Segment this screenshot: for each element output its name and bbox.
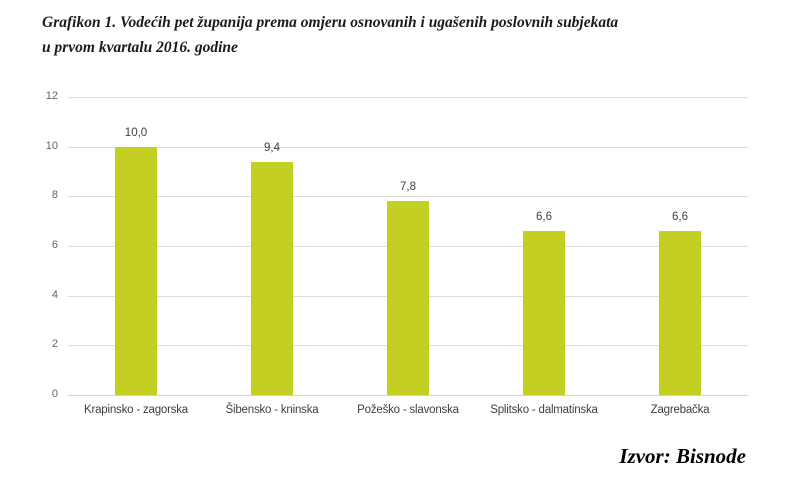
x-category-label: Požeško - slavonska xyxy=(357,404,459,416)
chart-title: Grafikon 1. Vodećih pet županija prema o… xyxy=(42,10,742,60)
bar xyxy=(523,231,565,395)
x-category-label: Krapinsko - zagorska xyxy=(83,404,189,416)
y-tick-label: 8 xyxy=(51,189,58,202)
bar-value-label: 10,0 xyxy=(124,126,148,139)
bar-value-label: 7,8 xyxy=(400,181,416,194)
bar-value-label: 6,6 xyxy=(672,211,688,224)
x-category-label: Splitsko - dalmatinska xyxy=(490,404,598,416)
y-tick-label: 4 xyxy=(51,288,58,301)
gridline xyxy=(68,97,748,98)
gridline xyxy=(68,146,748,148)
y-tick-label: 10 xyxy=(45,139,58,152)
y-tick-label: 6 xyxy=(51,239,58,251)
bar xyxy=(659,231,701,395)
y-tick-label: 2 xyxy=(51,338,58,351)
bar-value-label: 6,6 xyxy=(536,211,552,224)
x-category-label: Šibensko - kninska xyxy=(225,404,319,416)
y-tick-label: 0 xyxy=(51,388,58,400)
bar xyxy=(387,201,429,395)
bar-value-label: 9,4 xyxy=(264,141,280,154)
bar xyxy=(251,161,293,395)
x-axis-line xyxy=(68,395,748,396)
chart-title-line1: Grafikon 1. Vodećih pet županija prema o… xyxy=(42,14,619,31)
x-category-label: Zagrebačka xyxy=(650,404,710,416)
source-note: Izvor: Bisnode xyxy=(619,444,746,468)
bar xyxy=(115,146,157,395)
gridline xyxy=(68,196,748,198)
chart-title-line2: u prvom kvartalu 2016. godine xyxy=(42,39,238,56)
y-tick-label: 12 xyxy=(45,90,58,102)
